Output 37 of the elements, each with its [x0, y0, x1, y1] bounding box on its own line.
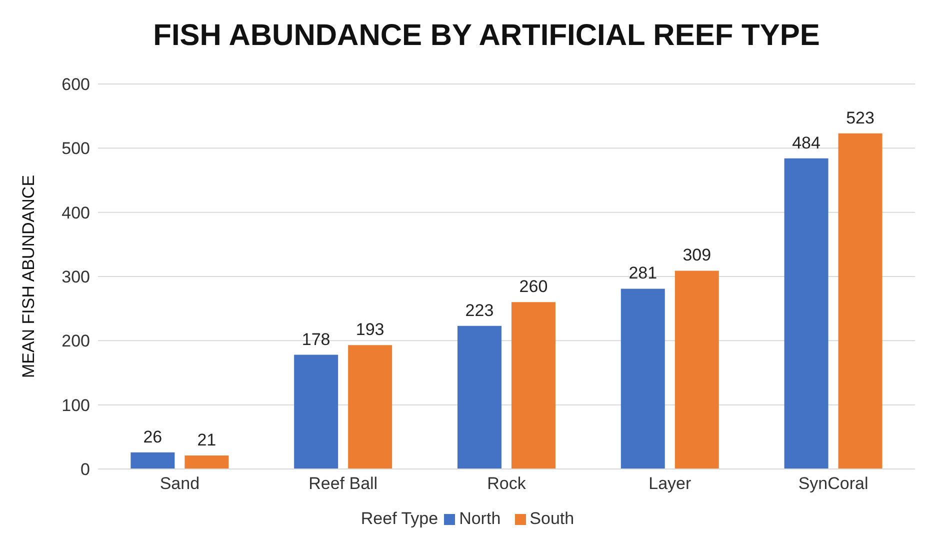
bar — [294, 354, 338, 469]
y-tick-label: 500 — [62, 139, 90, 158]
bar — [511, 302, 556, 469]
y-axis-title: MEAN FISH ABUNDANCE — [19, 174, 38, 378]
data-label: 193 — [356, 320, 384, 340]
data-label: 309 — [682, 246, 712, 265]
y-tick-label: 400 — [62, 203, 90, 222]
legend-label: North — [459, 509, 501, 529]
bar — [130, 452, 175, 469]
data-label: 260 — [519, 277, 548, 296]
bar — [620, 288, 665, 469]
data-label: 281 — [628, 264, 658, 283]
bar — [838, 133, 882, 469]
data-label: 523 — [846, 108, 874, 128]
x-tick-label: Layer — [648, 474, 692, 494]
bar — [784, 158, 828, 469]
data-label: 178 — [302, 330, 330, 349]
legend-label: South — [530, 509, 574, 529]
bar — [184, 456, 229, 469]
y-tick-label: 600 — [62, 75, 90, 94]
x-tick-label: Rock — [487, 474, 526, 494]
x-tick-label: SynCoral — [798, 474, 868, 494]
y-tick-label: 100 — [62, 396, 90, 415]
y-tick-label: 200 — [62, 332, 90, 351]
bar — [674, 270, 719, 469]
data-label: 223 — [465, 300, 494, 320]
x-tick-label: Reef Ball — [308, 474, 378, 494]
data-label: 484 — [792, 133, 820, 152]
y-tick-label: 0 — [80, 460, 90, 480]
data-label: 26 — [143, 427, 162, 446]
bar — [348, 345, 392, 469]
chart-title: FISH ABUNDANCE BY ARTIFICIAL REEF TYPE — [152, 18, 821, 54]
legend-title: Reef Type — [360, 509, 438, 529]
data-label: 21 — [197, 430, 216, 450]
y-tick-label: 300 — [62, 268, 90, 287]
bar — [457, 326, 502, 469]
x-tick-label: Sand — [160, 474, 200, 494]
